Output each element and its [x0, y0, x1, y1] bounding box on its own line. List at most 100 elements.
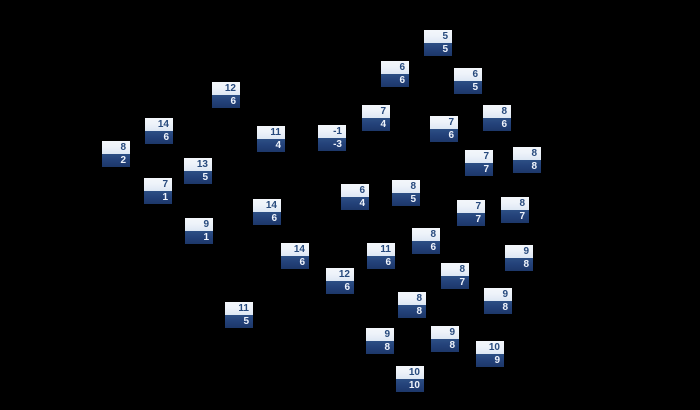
data-point-value-top: 7	[430, 116, 458, 129]
data-point-value-top: 9	[185, 218, 213, 231]
data-point-marker[interactable]: 10 10	[396, 366, 424, 392]
data-point-value-top: 7	[362, 105, 390, 118]
data-point-value-bottom: 5	[184, 171, 212, 184]
data-point-marker[interactable]: 10 9	[476, 341, 504, 367]
data-point-value-top: 12	[326, 268, 354, 281]
data-point-value-bottom: 4	[341, 197, 369, 210]
data-point-value-top: 6	[341, 184, 369, 197]
data-point-value-top: 10	[396, 366, 424, 379]
data-point-value-top: 8	[441, 263, 469, 276]
data-point-value-top: 5	[424, 30, 452, 43]
data-point-value-top: 10	[476, 341, 504, 354]
data-point-value-bottom: 6	[212, 95, 240, 108]
data-point-value-bottom: 8	[431, 339, 459, 352]
data-point-value-bottom: 4	[362, 118, 390, 131]
data-point-marker[interactable]: 14 6	[253, 199, 281, 225]
data-point-value-bottom: 8	[398, 305, 426, 318]
data-point-value-bottom: 5	[424, 43, 452, 56]
data-point-value-top: 8	[102, 141, 130, 154]
data-point-value-top: 6	[381, 61, 409, 74]
data-point-value-top: 6	[454, 68, 482, 81]
data-point-value-bottom: 5	[392, 193, 420, 206]
data-point-value-top: 12	[212, 82, 240, 95]
data-point-marker[interactable]: 12 6	[326, 268, 354, 294]
data-point-marker[interactable]: 14 6	[281, 243, 309, 269]
data-point-value-top: 8	[501, 197, 529, 210]
data-point-value-bottom: 1	[144, 191, 172, 204]
data-point-value-bottom: 6	[430, 129, 458, 142]
data-point-value-top: -1	[318, 125, 346, 138]
data-point-value-top: 9	[431, 326, 459, 339]
data-point-value-bottom: 8	[366, 341, 394, 354]
data-point-marker[interactable]: 14 6	[145, 118, 173, 144]
data-point-value-bottom: 8	[505, 258, 533, 271]
data-point-value-bottom: 6	[253, 212, 281, 225]
data-point-marker[interactable]: -1 -3	[318, 125, 346, 151]
data-point-value-top: 14	[145, 118, 173, 131]
data-point-value-bottom: 6	[367, 256, 395, 269]
data-point-value-bottom: 6	[326, 281, 354, 294]
data-point-value-top: 11	[367, 243, 395, 256]
data-point-value-bottom: 7	[457, 213, 485, 226]
data-point-value-bottom: 2	[102, 154, 130, 167]
data-point-value-top: 11	[257, 126, 285, 139]
data-point-value-top: 14	[253, 199, 281, 212]
data-point-marker[interactable]: 11 5	[225, 302, 253, 328]
data-point-value-top: 8	[398, 292, 426, 305]
data-point-marker[interactable]: 12 6	[212, 82, 240, 108]
data-point-value-bottom: 5	[454, 81, 482, 94]
data-point-value-bottom: 10	[396, 379, 424, 392]
data-point-value-bottom: 5	[225, 315, 253, 328]
data-point-value-top: 9	[505, 245, 533, 258]
data-point-value-bottom: 6	[281, 256, 309, 269]
data-point-value-bottom: 7	[465, 163, 493, 176]
data-point-value-top: 14	[281, 243, 309, 256]
data-point-value-top: 7	[465, 150, 493, 163]
data-point-value-top: 9	[366, 328, 394, 341]
data-point-value-bottom: 4	[257, 139, 285, 152]
data-point-value-bottom: 1	[185, 231, 213, 244]
data-point-marker[interactable]: 11 4	[257, 126, 285, 152]
data-point-value-top: 7	[144, 178, 172, 191]
data-point-value-top: 7	[457, 200, 485, 213]
data-point-marker[interactable]: 11 6	[367, 243, 395, 269]
data-point-value-top: 9	[484, 288, 512, 301]
data-point-value-bottom: 6	[145, 131, 173, 144]
data-point-value-bottom: 9	[476, 354, 504, 367]
data-point-value-bottom: 7	[441, 276, 469, 289]
data-point-value-top: 8	[412, 228, 440, 241]
data-point-value-top: 11	[225, 302, 253, 315]
data-point-value-bottom: -3	[318, 138, 346, 151]
data-point-value-bottom: 6	[381, 74, 409, 87]
data-point-value-bottom: 6	[412, 241, 440, 254]
data-point-value-top: 8	[483, 105, 511, 118]
data-point-value-top: 8	[392, 180, 420, 193]
data-point-value-bottom: 8	[484, 301, 512, 314]
data-point-value-top: 13	[184, 158, 212, 171]
data-point-value-bottom: 7	[501, 210, 529, 223]
data-point-marker[interactable]: 13 5	[184, 158, 212, 184]
